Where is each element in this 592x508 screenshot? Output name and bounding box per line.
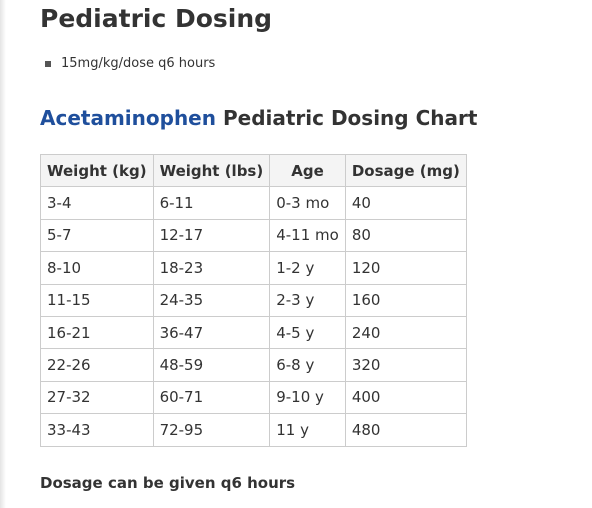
table-cell: 400 xyxy=(344,380,467,415)
table-cell: 6-8 y xyxy=(269,348,346,382)
table-cell: 24-35 xyxy=(152,283,271,317)
table-cell: 4-11 mo xyxy=(269,218,346,253)
table-row: 8-10 18-23 1-2 y 120 xyxy=(40,251,467,285)
table-cell: 120 xyxy=(344,251,467,285)
header-row: Weight (kg) Weight (lbs) Age Dosage (mg) xyxy=(40,153,467,188)
table-cell: 12-17 xyxy=(152,218,271,253)
table-cell: 6-11 xyxy=(152,186,271,220)
drug-link[interactable]: Acetaminophen xyxy=(40,106,216,130)
table-cell: 40 xyxy=(344,186,467,220)
table-cell: 240 xyxy=(344,315,467,350)
table-cell: 11 y xyxy=(269,413,346,447)
edge-shadow xyxy=(0,0,6,508)
table-cell: 27-32 xyxy=(40,380,154,415)
table-cell: 9-10 y xyxy=(269,380,346,415)
table-cell: 72-95 xyxy=(152,413,271,447)
table-row: 27-32 60-71 9-10 y 400 xyxy=(40,380,467,415)
table-row: 5-7 12-17 4-11 mo 80 xyxy=(40,218,467,253)
table-cell: 2-3 y xyxy=(269,283,346,317)
table-cell: 48-59 xyxy=(152,348,271,382)
dosing-table: Weight (kg) Weight (lbs) Age Dosage (mg) 3-4… xyxy=(40,153,467,447)
footer-note: Dosage can be given q6 hours xyxy=(40,474,296,492)
column-header: Age xyxy=(269,153,346,188)
table-cell: 11-15 xyxy=(40,283,154,317)
table-cell: 80 xyxy=(344,218,467,253)
bullet: 15mg/kg/dose q6 hours xyxy=(40,56,215,71)
table-cell: 4-5 y xyxy=(269,315,346,350)
table-row: 22-26 48-59 6-8 y 320 xyxy=(40,348,467,382)
table-cell: 3-4 xyxy=(40,186,154,220)
table-row: 3-4 6-11 0-3 mo 40 xyxy=(40,186,467,220)
table-cell: 60-71 xyxy=(152,380,271,415)
column-header: Weight (lbs) xyxy=(152,153,271,188)
section-title-text: Pediatric Dosing Chart xyxy=(222,106,478,130)
table-row: 16-21 36-47 4-5 y 240 xyxy=(40,315,467,350)
table-cell: 1-2 y xyxy=(269,251,346,285)
page-title: Pediatric Dosing xyxy=(40,4,273,33)
table-cell: 8-10 xyxy=(40,251,154,285)
table-cell: 160 xyxy=(344,283,467,317)
table-cell: 0-3 mo xyxy=(269,186,346,220)
table-cell: 480 xyxy=(344,413,467,447)
table-cell: 16-21 xyxy=(40,315,154,350)
table-cell: 36-47 xyxy=(152,315,271,350)
section-title: Acetaminophen Pediatric Dosing Chart xyxy=(40,106,477,130)
column-header: Dosage (mg) xyxy=(344,153,467,188)
table-row: 33-43 72-95 11 y 480 xyxy=(40,413,467,447)
table-cell: 18-23 xyxy=(152,251,271,285)
table-cell: 22-26 xyxy=(40,348,154,382)
table-cell: 5-7 xyxy=(40,218,154,253)
table-cell: 320 xyxy=(344,348,467,382)
table-cell: 33-43 xyxy=(40,413,154,447)
table-row: 11-15 24-35 2-3 y 160 xyxy=(40,283,467,317)
bullet-list: 15mg/kg/dose q6 hours xyxy=(40,56,215,71)
column-header: Weight (kg) xyxy=(40,153,154,188)
